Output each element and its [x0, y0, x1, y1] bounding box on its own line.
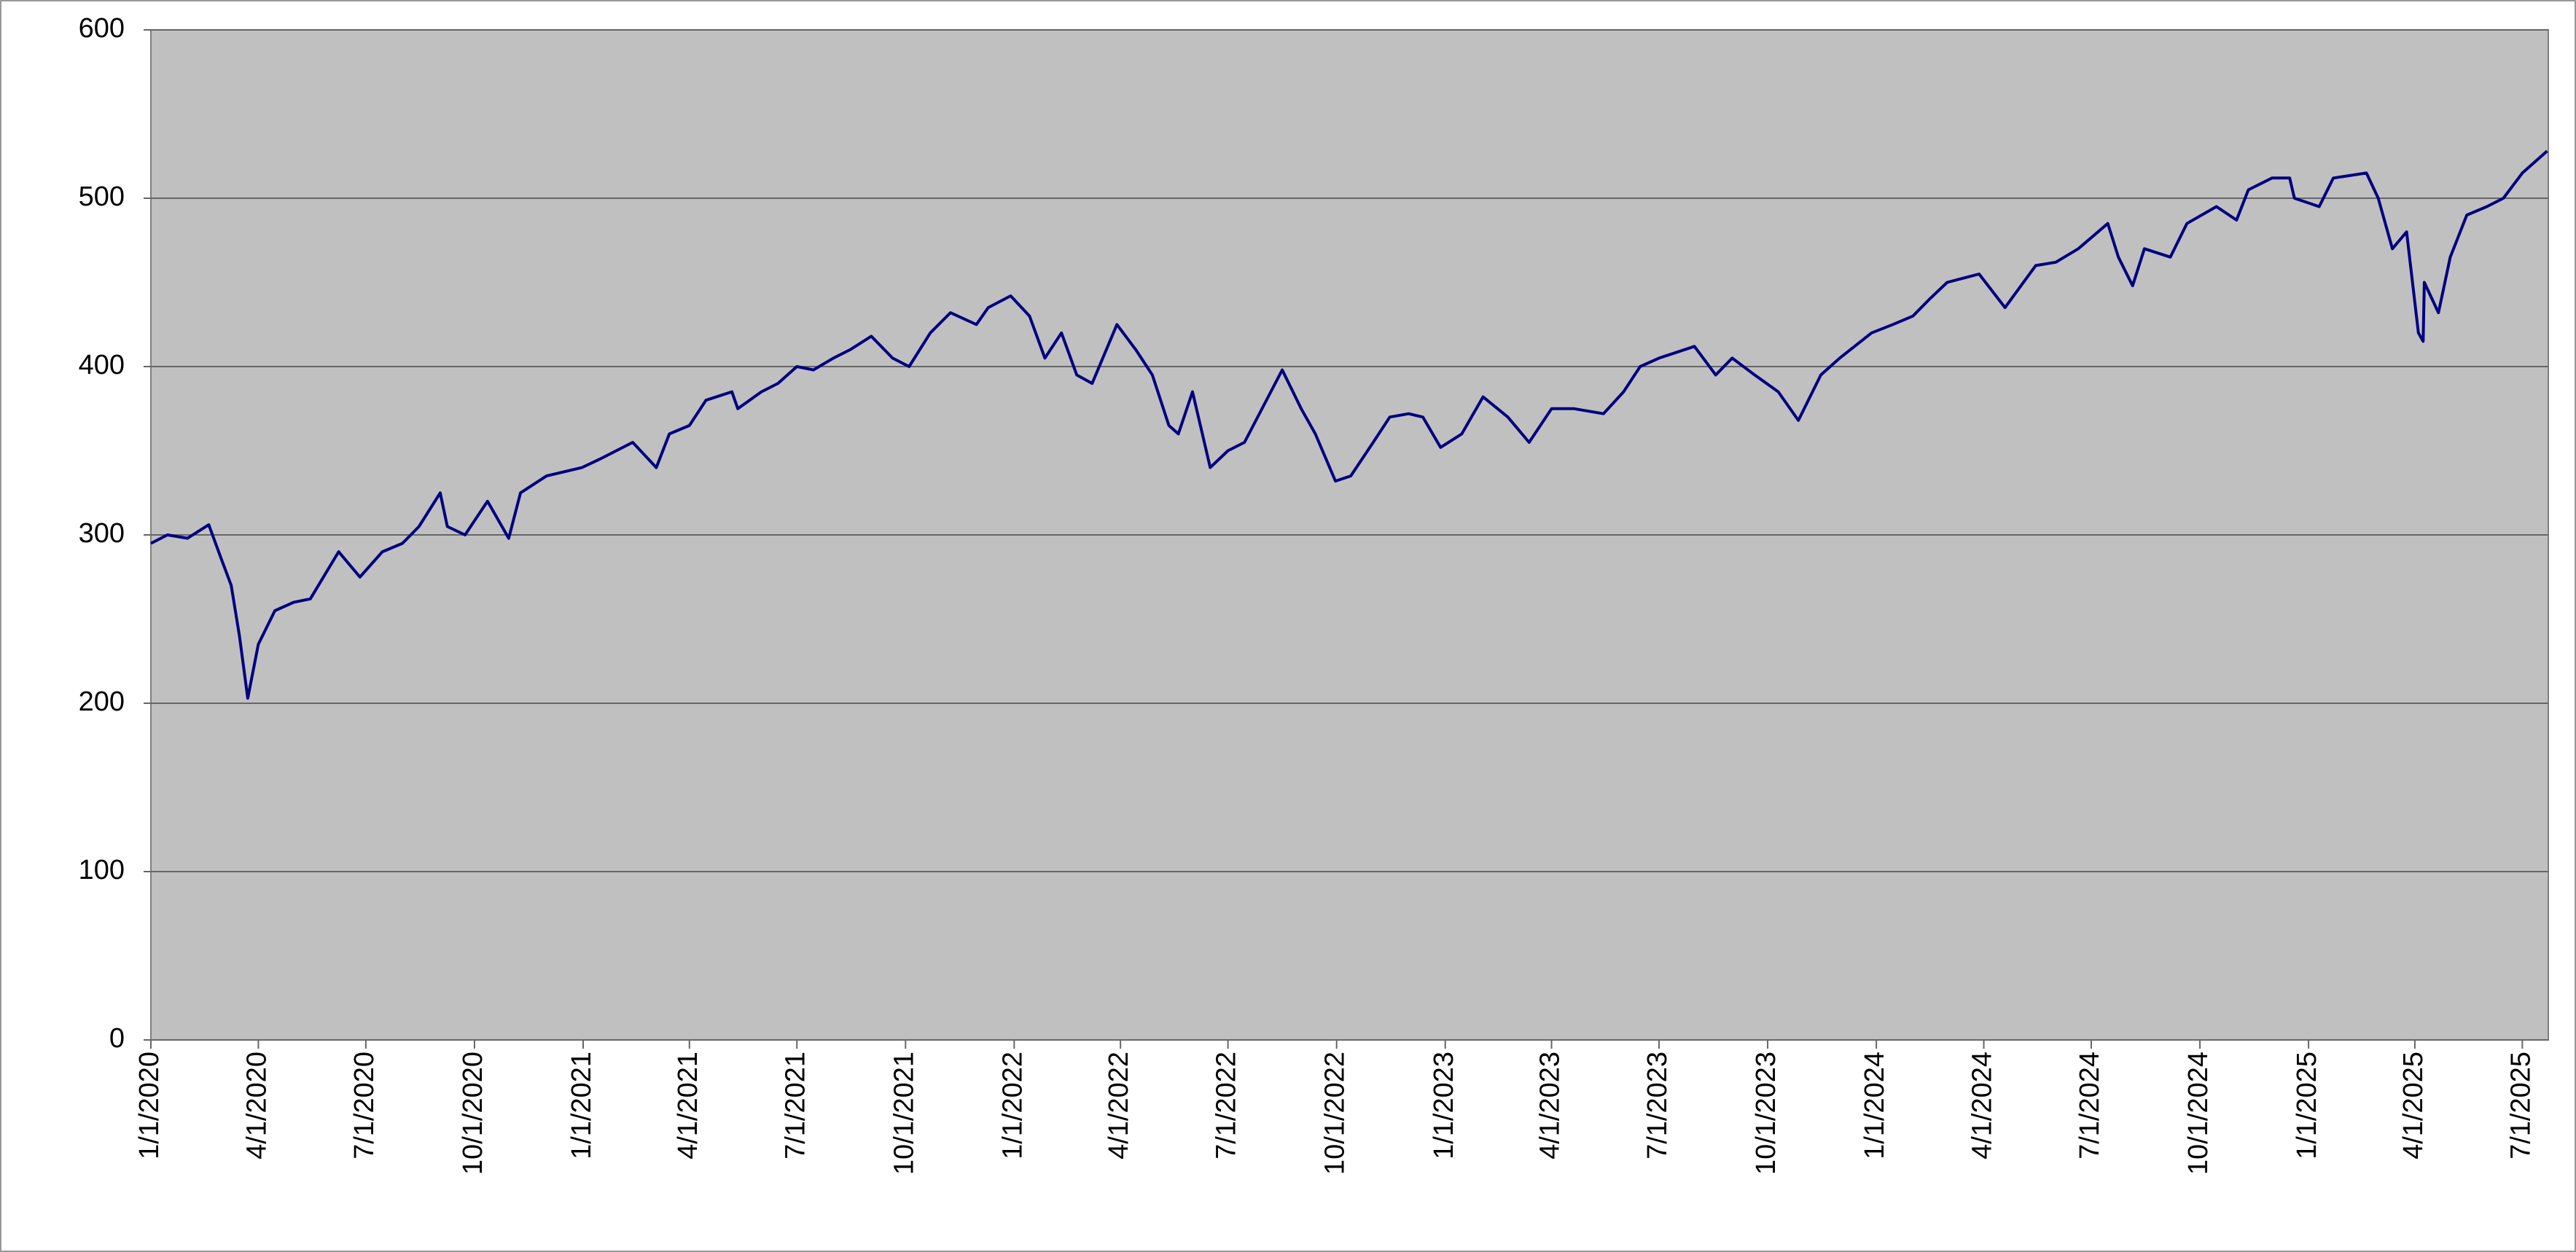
x-tick-label: 7/1/2025 — [2505, 1052, 2536, 1159]
x-tick-label: 10/1/2023 — [1751, 1052, 1781, 1175]
x-tick-label: 10/1/2024 — [2183, 1052, 2214, 1175]
x-tick-label: 1/1/2024 — [1859, 1052, 1890, 1159]
x-tick-label: 4/1/2020 — [241, 1052, 272, 1159]
x-tick-label: 4/1/2023 — [1535, 1052, 1566, 1159]
x-tick-label: 4/1/2021 — [673, 1052, 703, 1159]
x-tick-label: 10/1/2022 — [1320, 1052, 1351, 1175]
x-tick-label: 4/1/2024 — [1967, 1052, 1998, 1159]
y-tick-label: 100 — [79, 855, 125, 885]
y-tick-label: 600 — [79, 13, 125, 44]
x-tick-label: 7/1/2023 — [1642, 1052, 1673, 1159]
x-tick-label: 10/1/2020 — [458, 1052, 488, 1175]
x-tick-label: 1/1/2025 — [2292, 1052, 2322, 1159]
data-line — [150, 149, 2548, 700]
x-tick-label: 1/1/2021 — [566, 1052, 597, 1159]
x-tick-label: 7/1/2021 — [780, 1052, 811, 1159]
x-tick-label: 10/1/2021 — [889, 1052, 919, 1175]
x-tick-label: 7/1/2020 — [349, 1052, 380, 1159]
x-tick-label: 7/1/2024 — [2075, 1052, 2105, 1159]
x-tick-label: 1/1/2020 — [134, 1052, 165, 1159]
x-tick-label: 4/1/2025 — [2398, 1052, 2429, 1159]
x-tick-label: 4/1/2022 — [1104, 1052, 1134, 1159]
x-tick-label: 7/1/2022 — [1211, 1052, 1242, 1159]
y-tick-label: 500 — [79, 181, 125, 212]
y-tick-label: 300 — [79, 518, 125, 549]
x-tick-label: 1/1/2022 — [997, 1052, 1028, 1159]
y-tick-label: 400 — [79, 350, 125, 380]
y-tick-label: 0 — [109, 1023, 125, 1054]
x-tick-label: 1/1/2023 — [1429, 1052, 1459, 1159]
y-tick-label: 200 — [79, 686, 125, 717]
